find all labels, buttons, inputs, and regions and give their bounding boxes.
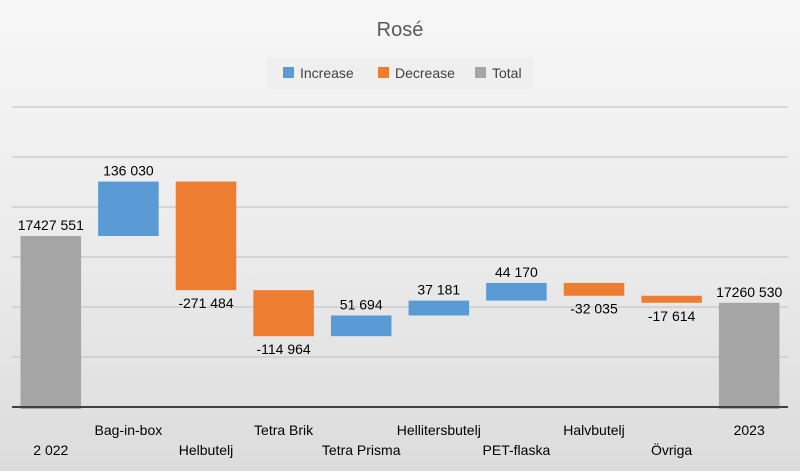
- legend-label: Increase: [300, 65, 354, 81]
- category-label: 2 022: [33, 442, 68, 458]
- category-label: Tetra Prisma: [322, 442, 401, 458]
- data-label: 17427 551: [18, 217, 84, 233]
- bar-hellitersbutelj: [408, 300, 470, 316]
- bar-tetra-prisma: [330, 315, 392, 337]
- bar-2023: [718, 302, 780, 409]
- data-label: -17 614: [648, 308, 696, 324]
- category-label: Övriga: [651, 441, 692, 458]
- category-label: Tetra Brik: [254, 422, 314, 438]
- bars: [20, 181, 780, 409]
- category-label: Bag-in-box: [95, 422, 163, 438]
- bar-tetra-brik: [253, 290, 314, 337]
- legend-swatch: [283, 67, 294, 78]
- data-label: 51 694: [340, 296, 383, 312]
- category-labels: 2 022 Bag-in-box Helbutelj Tetra Brik Tetra …: [33, 422, 765, 458]
- category-label: 2023: [734, 422, 765, 438]
- legend-label: Decrease: [395, 65, 455, 81]
- data-label: -271 484: [178, 295, 233, 311]
- data-label: -32 035: [570, 301, 618, 317]
- category-label: PET-flaska: [483, 442, 551, 458]
- legend: Increase Decrease Total: [267, 57, 533, 89]
- bar-halvbutelj: [563, 282, 625, 296]
- category-label: Hellitersbutelj: [397, 422, 481, 438]
- category-label: Helbutelj: [179, 442, 233, 458]
- data-label: 136 030: [103, 163, 154, 179]
- legend-box: [267, 57, 533, 89]
- legend-swatch: [475, 67, 486, 78]
- bar-övriga: [641, 295, 702, 303]
- bar-2-022: [20, 235, 82, 409]
- data-label: 44 170: [495, 264, 538, 280]
- bar-pet-flaska: [486, 282, 547, 301]
- category-label: Halvbutelj: [563, 422, 624, 438]
- bar-bag-in-box: [98, 181, 159, 236]
- bar-helbutelj: [175, 181, 237, 291]
- data-label: 37 181: [417, 282, 460, 298]
- legend-label: Total: [492, 65, 522, 81]
- legend-swatch: [378, 67, 389, 78]
- chart-title: Rosé: [377, 19, 424, 41]
- data-label: 17260 530: [716, 284, 782, 300]
- data-label: -114 964: [256, 341, 310, 357]
- data-labels: 17427 551 136 030 -271 484 -114 964 51 694 37…: [18, 163, 783, 358]
